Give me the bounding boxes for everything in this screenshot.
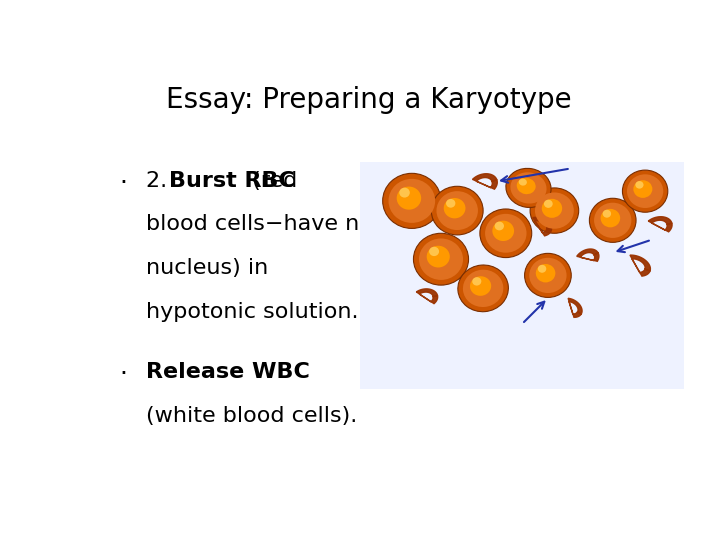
Polygon shape (577, 249, 599, 261)
Ellipse shape (429, 247, 439, 256)
Polygon shape (472, 174, 498, 189)
Ellipse shape (590, 198, 636, 242)
Ellipse shape (444, 198, 466, 218)
Ellipse shape (492, 221, 514, 241)
Text: Essay: Preparing a Karyotype: Essay: Preparing a Karyotype (166, 85, 572, 113)
Ellipse shape (397, 186, 421, 210)
Ellipse shape (627, 174, 663, 208)
Ellipse shape (383, 173, 441, 228)
Ellipse shape (525, 253, 571, 298)
Ellipse shape (427, 246, 450, 267)
Ellipse shape (536, 264, 555, 282)
Ellipse shape (506, 168, 551, 207)
Text: Release WBC: Release WBC (145, 362, 310, 382)
Ellipse shape (529, 258, 567, 293)
Text: (white blood cells).: (white blood cells). (145, 406, 357, 426)
Text: ·: · (120, 171, 127, 195)
Text: nucleus) in: nucleus) in (145, 258, 268, 278)
Ellipse shape (431, 186, 483, 235)
Text: blood cells−have no: blood cells−have no (145, 214, 373, 234)
Ellipse shape (530, 188, 579, 233)
Ellipse shape (400, 188, 410, 198)
Text: hypotonic solution.: hypotonic solution. (145, 302, 359, 322)
Polygon shape (648, 217, 672, 232)
Ellipse shape (518, 179, 527, 186)
Ellipse shape (446, 199, 455, 208)
Ellipse shape (603, 210, 611, 218)
Polygon shape (568, 298, 582, 318)
Text: 2.: 2. (145, 171, 174, 191)
FancyBboxPatch shape (357, 159, 687, 392)
Polygon shape (416, 289, 438, 303)
Ellipse shape (635, 181, 644, 188)
Ellipse shape (594, 202, 631, 238)
Ellipse shape (544, 200, 553, 208)
Ellipse shape (458, 265, 508, 312)
Ellipse shape (517, 178, 536, 194)
Ellipse shape (389, 179, 435, 223)
Ellipse shape (600, 209, 620, 227)
Ellipse shape (413, 233, 469, 285)
Ellipse shape (480, 209, 531, 258)
Ellipse shape (485, 214, 526, 253)
Text: ·: · (120, 362, 127, 386)
Ellipse shape (538, 265, 546, 273)
Ellipse shape (510, 172, 546, 204)
Text: Burst RBC: Burst RBC (169, 171, 295, 191)
Ellipse shape (623, 170, 668, 212)
Ellipse shape (472, 277, 482, 286)
Ellipse shape (535, 192, 574, 229)
Ellipse shape (470, 276, 491, 296)
Ellipse shape (634, 180, 652, 198)
Ellipse shape (436, 191, 478, 230)
Ellipse shape (463, 269, 503, 307)
Polygon shape (533, 218, 552, 236)
Text: (red: (red (245, 171, 297, 191)
Ellipse shape (495, 221, 504, 231)
Polygon shape (630, 255, 650, 276)
Ellipse shape (419, 239, 463, 280)
Ellipse shape (541, 199, 562, 218)
